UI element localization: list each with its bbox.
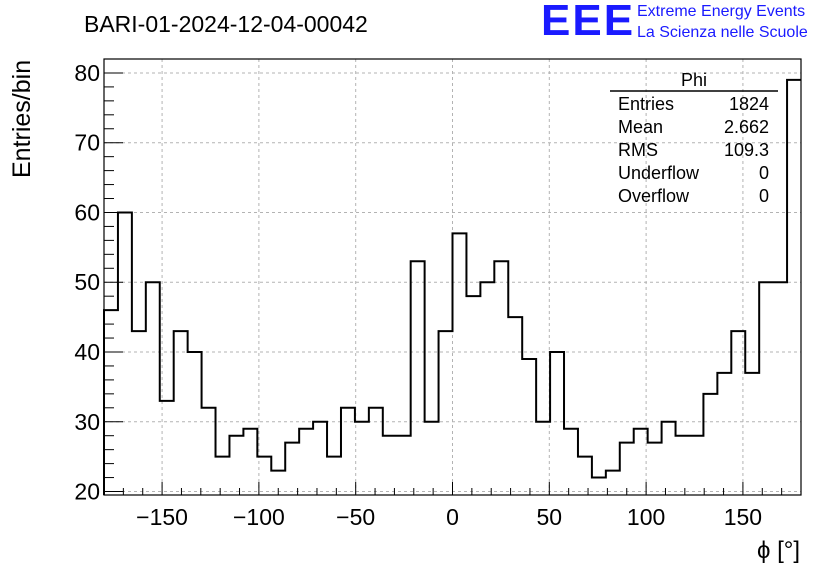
- stats-label-mean: Mean: [618, 117, 663, 137]
- stats-value-entries: 1824: [729, 94, 769, 114]
- x-tick-label-6: 150: [724, 504, 762, 530]
- histogram-outline: [103, 78, 801, 495]
- eee-logo: EEE: [541, 0, 636, 45]
- stats-title: Phi: [681, 70, 707, 90]
- logo-line-1: Extreme Energy Events: [637, 3, 806, 20]
- x-tick-label-1: −100: [233, 504, 285, 530]
- y-tick-label-3: 50: [74, 269, 100, 295]
- y-tick-label-1: 30: [74, 409, 100, 435]
- stats-value-overflow: 0: [759, 186, 769, 206]
- stats-value-mean: 2.662: [724, 117, 769, 137]
- logo-line-2: La Scienza nelle Scuole: [637, 24, 808, 41]
- x-tick-label-2: −50: [336, 504, 375, 530]
- stats-label-underflow: Underflow: [618, 163, 700, 183]
- stats-box: Phi Entries 1824 Mean 2.662 RMS 109.3 Un…: [610, 70, 778, 206]
- x-tick-label-4: 50: [537, 504, 563, 530]
- chart-title: BARI-01-2024-12-04-00042: [84, 11, 368, 37]
- y-tick-label-2: 40: [74, 339, 100, 365]
- x-tick-label-0: −150: [136, 504, 188, 530]
- y-tick-label-0: 20: [74, 479, 100, 505]
- y-tick-label-4: 60: [74, 199, 100, 225]
- tick-labels: −150 −100 −50 0 50 100 150 20 30 40 50 60 70 80: [74, 60, 762, 530]
- y-tick-label-5: 70: [74, 130, 100, 156]
- x-tick-label-5: 100: [627, 504, 665, 530]
- stats-value-underflow: 0: [759, 163, 769, 183]
- axis-ticks: [103, 58, 802, 495]
- stats-label-overflow: Overflow: [618, 186, 690, 206]
- stats-label-entries: Entries: [618, 94, 674, 114]
- y-tick-label-6: 80: [74, 60, 100, 86]
- y-axis-label: Entries/bin: [8, 60, 36, 178]
- x-axis-label: ϕ [°]: [757, 537, 800, 564]
- stats-label-rms: RMS: [618, 140, 658, 160]
- histogram-series: [103, 78, 801, 495]
- stats-value-rms: 109.3: [724, 140, 769, 160]
- x-tick-label-3: 0: [446, 504, 459, 530]
